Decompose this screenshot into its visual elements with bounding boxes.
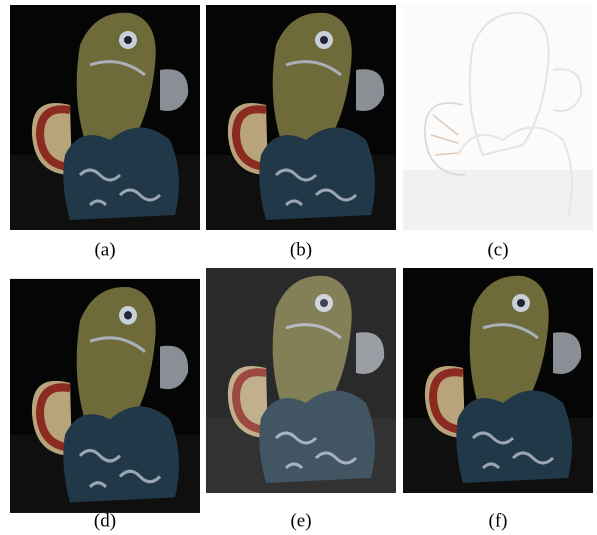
image-c — [403, 5, 593, 230]
caption: (f) — [489, 510, 508, 531]
caption: (a) — [94, 239, 115, 260]
caption: (b) — [290, 239, 312, 260]
image-b — [206, 5, 396, 230]
caption: (e) — [290, 510, 311, 531]
image-d — [10, 279, 200, 513]
image-f — [403, 268, 593, 493]
image-e — [206, 268, 396, 493]
caption: (d) — [94, 510, 116, 531]
image-a — [10, 5, 200, 230]
figure: (a) (b) (c) (d) (e) (f) — [0, 0, 597, 535]
caption: (c) — [487, 239, 508, 260]
